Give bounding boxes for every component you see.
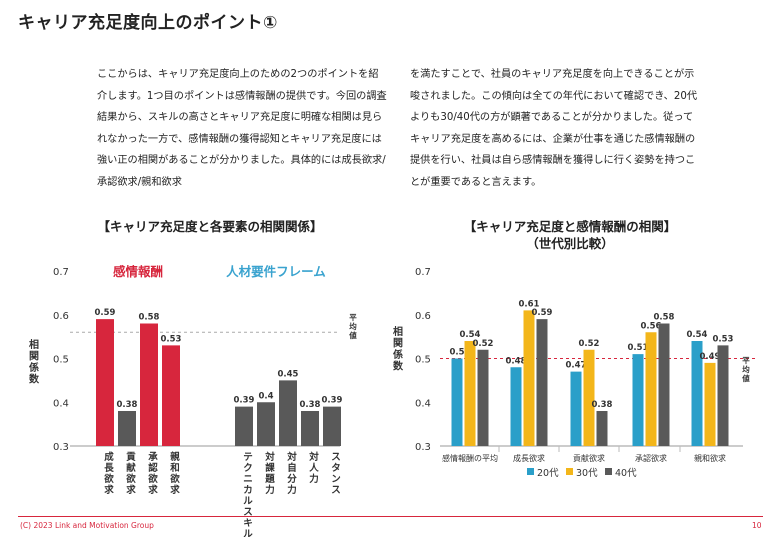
chart2-data-label: 0.53 [713,334,734,344]
chart2-ylabel: 相関係数 [393,325,404,373]
chart2-ytick: 0.4 [415,398,431,409]
chart1-bar [279,380,297,446]
chart1-data-label: 0.59 [95,308,116,318]
chart1-ytick: 0.7 [53,267,69,278]
chart1-bar [96,319,114,446]
chart2-data-label: 0.61 [519,299,540,309]
chart1-bar [140,323,158,446]
chart2-data-label: 0.56 [641,321,662,331]
chart2-bar [632,354,644,446]
body-paragraph-left: ここからは、キャリア充足度向上のための2つのポイントを紹介します。1つ目のポイン… [97,69,387,188]
chart2-bar [510,367,522,446]
chart2-ytick: 0.6 [415,311,431,322]
chart2-data-label: 0.59 [532,308,553,318]
chart1-ylabel: 相関係数 [29,338,40,386]
chart2-bar [464,341,476,446]
chart2-bar [691,341,703,446]
chart1-group-label: 人材要件フレーム [226,264,326,279]
chart1-category-label: 成長欲求 [103,451,114,496]
chart2-bar [658,323,670,446]
chart2-bar [536,319,548,446]
chart2-category-label: 親和欲求 [694,453,726,463]
chart2-data-label: 0.52 [473,339,494,349]
chart2-average-label: 平均値 [741,356,750,383]
chart2-bar [477,349,489,446]
chart2-bar [717,345,729,446]
chart1-category-label: スタンス [331,452,341,496]
body-paragraph-right: を満たすことで、社員のキャリア充足度を向上できることが示唆されました。この傾向は… [410,69,698,188]
chart2-data-label: 0.5 [449,348,464,358]
chart1-data-label: 0.39 [322,396,343,406]
chart2-ytick: 0.3 [415,442,431,453]
chart2-data-label: 0.48 [506,356,527,366]
chart1-category-label: 対課題力 [264,451,275,496]
chart1-average-label: 平均値 [348,313,357,340]
chart2-title: 【キャリア充足度と感情報酬の相関】 [463,219,677,234]
chart2-data-label: 0.49 [700,352,721,362]
chart2-category-label: 感情報酬の平均 [442,453,498,463]
chart1-title: 【キャリア充足度と各要素の相関関係】 [97,219,323,234]
chart2-category-label: 承認欲求 [635,453,667,463]
chart2-title-block: 【キャリア充足度と感情報酬の相関】 （世代別比較） [440,218,700,252]
chart1-bar [323,406,341,446]
chart2-data-label: 0.38 [592,400,613,410]
chart1-data-label: 0.38 [300,400,321,410]
chart1-ytick: 0.3 [53,442,69,453]
chart2-data-label: 0.58 [654,313,675,323]
chart1-ytick: 0.4 [53,398,69,409]
chart2-category-label: 成長欲求 [513,453,545,463]
chart1-data-label: 0.45 [278,369,299,379]
chart1-data-label: 0.4 [258,391,273,401]
chart2-bar [583,349,595,446]
footer-divider [18,516,763,517]
chart2-data-label: 0.54 [687,330,708,340]
chart2-legend-swatch [527,468,534,475]
chart1-category-label: 親和欲求 [169,451,180,496]
chart2-data-label: 0.54 [460,330,481,340]
chart2-legend-label: 30代 [576,468,598,479]
page-title: キャリア充足度向上のポイント① [18,13,278,33]
chart2-bar [645,332,657,446]
chart1-bar [235,406,253,446]
chart1-group-label: 感情報酬 [113,264,163,279]
chart1-bar [301,411,319,446]
chart1-bar [118,411,136,446]
chart1-category-label: 対自分力 [286,451,297,496]
chart2-bar [523,310,535,446]
chart1-data-label: 0.53 [161,334,182,344]
chart2-data-label: 0.47 [566,361,587,371]
chart2-legend-label: 40代 [615,468,637,479]
chart2-data-label: 0.51 [628,343,649,353]
chart1-category-label: 対人力 [308,451,319,485]
chart2-ytick: 0.7 [415,267,431,278]
chart1-category-label: 承認欲求 [147,452,158,496]
chart1-category-label: テクニカルスキル [243,452,253,537]
chart2-bar [704,362,716,446]
chart1-ytick: 0.6 [53,311,69,322]
chart2-bar [596,411,608,446]
chart2-bar [451,358,463,446]
chart1-ytick: 0.5 [53,355,69,366]
chart2-legend-swatch [566,468,573,475]
chart2-legend-label: 20代 [537,468,559,479]
chart2-ytick: 0.5 [415,355,431,366]
chart1-data-label: 0.38 [117,400,138,410]
chart2-bar [570,371,582,446]
chart1-data-label: 0.58 [139,313,160,323]
chart2-subtitle: （世代別比較） [526,236,614,251]
chart2-legend-swatch [605,468,612,475]
chart1-category-label: 貢献欲求 [125,452,136,496]
chart1-bar [162,345,180,446]
copyright: (C) 2023 Link and Motivation Group [20,521,154,530]
chart1-data-label: 0.39 [234,396,255,406]
chart2-category-label: 貢献欲求 [573,453,605,463]
chart2-data-label: 0.52 [579,339,600,349]
page-number: 10 [752,521,762,530]
chart1-bar [257,402,275,446]
